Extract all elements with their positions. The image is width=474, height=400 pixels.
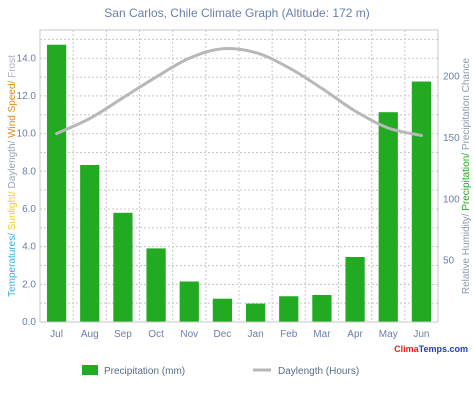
brand-part-domain: .com xyxy=(447,344,468,354)
x-tick-label-may: May xyxy=(379,329,398,340)
precipitation-bars xyxy=(46,44,432,323)
right-tick-label: 50 xyxy=(443,256,455,267)
left-tick-label: 14.0 xyxy=(17,53,37,64)
x-tick-label-feb: Feb xyxy=(280,329,298,340)
axis-label-part: Wind Speed/ xyxy=(7,80,18,140)
right-axis-label: Relative Humidity/ Precipitation/ Precip… xyxy=(461,57,472,294)
brand-logo: ClimaTemps.com xyxy=(394,344,468,354)
brand-part-climate: Clima xyxy=(394,344,420,354)
x-tick-label-mar: Mar xyxy=(313,329,331,340)
daylength-series-line xyxy=(55,47,423,137)
precipitation-bar-mar xyxy=(312,295,332,322)
legend-swatch-precipitation xyxy=(82,365,98,375)
left-tick-label: 2.0 xyxy=(22,279,36,290)
x-tick-label-nov: Nov xyxy=(180,329,198,340)
precipitation-bar-nov xyxy=(179,281,199,322)
right-axis-ticks: 50 100 150 200 xyxy=(443,72,460,267)
right-tick-label: 200 xyxy=(443,72,460,83)
legend-label-daylength: Daylength (Hours) xyxy=(278,366,359,377)
left-axis-label: Temperatures/ Sunlight/ Daylength/ Wind … xyxy=(7,55,18,297)
axis-label-part: Daylength/ xyxy=(7,140,18,191)
right-tick-label: 100 xyxy=(443,194,460,205)
left-tick-label: 6.0 xyxy=(22,204,36,215)
x-tick-label-sep: Sep xyxy=(114,329,132,340)
x-tick-label-jan: Jan xyxy=(248,329,264,340)
x-tick-label-jul: Jul xyxy=(50,329,63,340)
brand-part-temps: Temps xyxy=(419,344,447,354)
right-tick-label: 150 xyxy=(443,133,460,144)
grid-lines xyxy=(40,30,438,322)
precipitation-bar-feb xyxy=(279,296,299,322)
legend-label-precipitation: Precipitation (mm) xyxy=(104,366,185,377)
left-tick-label: 4.0 xyxy=(22,242,36,253)
x-tick-label-dec: Dec xyxy=(214,329,232,340)
plot-border xyxy=(39,29,439,323)
left-tick-label: 8.0 xyxy=(22,166,36,177)
daylength-line xyxy=(55,47,423,137)
precipitation-bar-dec xyxy=(212,298,233,322)
legend: Precipitation (mm) Daylength (Hours) xyxy=(82,365,359,377)
left-tick-label: 12.0 xyxy=(17,91,37,102)
x-tick-label-jun: Jun xyxy=(413,329,429,340)
x-axis-ticks: Jul Aug Sep Oct Nov Dec Jan Feb Mar Apr May Jun xyxy=(50,329,429,340)
precipitation-bar-may xyxy=(378,112,398,322)
left-tick-label: 10.0 xyxy=(17,129,37,140)
axis-label-part: Precipitation Chance xyxy=(461,57,472,152)
x-tick-label-oct: Oct xyxy=(148,329,164,340)
axis-label-part: Sunlight/ xyxy=(7,191,18,233)
precipitation-bar-jan xyxy=(245,303,266,322)
x-tick-label-aug: Aug xyxy=(81,329,99,340)
axis-label-part: Relative Humidity/ xyxy=(461,213,472,294)
chart-title: San Carlos, Chile Climate Graph (Altitud… xyxy=(104,6,369,20)
x-tick-label-apr: Apr xyxy=(347,329,363,340)
precipitation-bar-oct xyxy=(146,248,166,322)
precipitation-bar-jun xyxy=(411,81,432,322)
left-tick-label: 0.0 xyxy=(22,317,36,328)
precipitation-bar-aug xyxy=(80,164,100,322)
axis-label-part: Precipitation/ xyxy=(461,153,472,214)
precipitation-bar-apr xyxy=(345,256,365,322)
left-axis-ticks: 0.0 2.0 4.0 6.0 8.0 10.0 12.0 14.0 xyxy=(17,53,37,328)
precipitation-bar-sep xyxy=(113,212,133,322)
axis-label-part: Frost xyxy=(7,55,18,81)
axis-label-part: Temperatures/ xyxy=(7,233,18,297)
precipitation-bar-jul xyxy=(46,44,67,323)
